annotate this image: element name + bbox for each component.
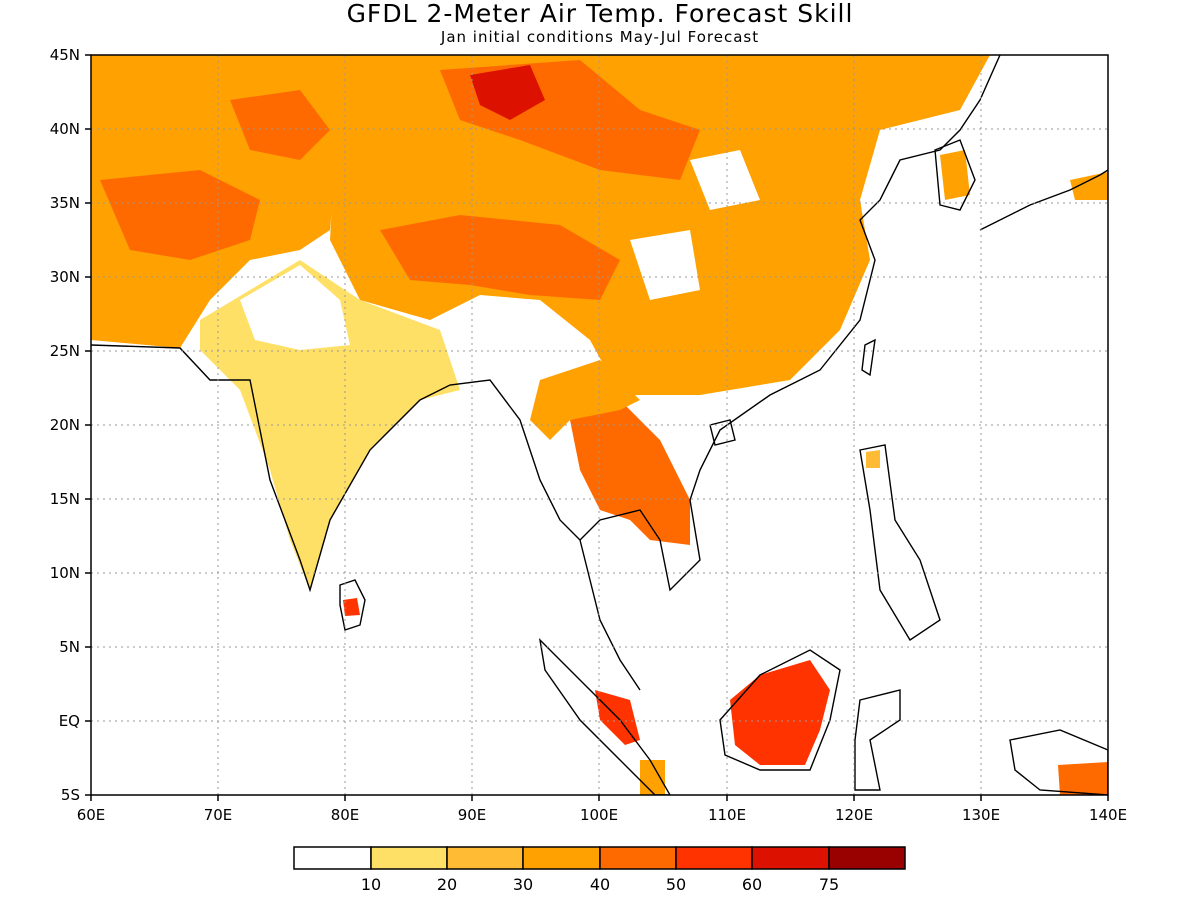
colorbar-label: 40 [590,875,610,894]
coastline-japan [979,169,1108,231]
skill-core-afghanistan [100,170,260,260]
y-tick-label: 15N [50,490,80,508]
x-tick-labels: 60E 70E 80E 90E 100E 110E 120E 130E 140E [77,806,1127,824]
skill-region-new-guinea [1058,762,1108,795]
x-tick-label: 100E [580,806,618,824]
colorbar-label: 10 [361,875,381,894]
colorbar-label: 50 [666,875,686,894]
tick-marks [85,54,1109,801]
colorbar: 10 20 30 40 50 60 75 [293,846,906,894]
skill-region-indochina-edge [530,360,640,440]
skill-core-kyrgyz [230,90,330,160]
coastline-korea [934,139,976,211]
x-tick-label: 60E [77,806,106,824]
skill-region-india [200,260,460,590]
colorbar-swatch [599,846,677,870]
skill-core-tibet [380,215,620,300]
skill-peak-mongolia [470,65,545,120]
skill-shading [91,55,1108,795]
low-skill-patch [690,150,760,210]
x-tick-label: 140E [1089,806,1127,824]
colorbar-swatch [675,846,753,870]
x-tick-label: 90E [458,806,487,824]
skill-region-borneo [730,660,830,765]
colorbar-label: 60 [742,875,762,894]
colorbar-swatch [828,846,906,870]
y-tick-label: 45N [50,46,80,64]
colorbar-label: 20 [437,875,457,894]
skill-spot-srilanka [343,598,360,616]
colorbar-swatch [522,846,601,870]
x-tick-label: 80E [331,806,360,824]
map-title: GFDL 2-Meter Air Temp. Forecast Skill [346,0,854,28]
coastline-srilanka [339,579,366,631]
colorbar-swatch [293,846,372,870]
skill-region-china [330,55,990,395]
y-tick-labels: 5S EQ 5N 10N 15N 20N 25N 30N 35N 40N 45N [50,46,80,804]
skill-region-indochina [570,400,690,545]
colorbar-swatch [446,846,524,870]
y-tick-label: 5N [59,638,80,656]
skill-region-korea [940,150,970,200]
skill-spot-luzon [866,450,880,468]
y-tick-label: 25N [50,342,80,360]
colorbar-swatch [751,846,830,870]
low-skill-patch [630,230,700,300]
map-subtitle: Jan initial conditions May-Jul Forecast [440,28,760,46]
x-tick-label: 110E [708,806,746,824]
x-tick-label: 70E [204,806,233,824]
skill-region-japan [1070,172,1108,200]
coastline-new-guinea [1009,729,1108,795]
colorbar-label: 75 [819,875,839,894]
low-skill-patch [240,265,350,350]
y-tick-label: 40N [50,120,80,138]
colorbar-label: 30 [513,875,533,894]
y-tick-label: 30N [50,268,80,286]
colorbar-swatch [370,846,448,870]
gridlines [91,55,1108,795]
coastline-borneo [719,649,841,771]
coastline-taiwan [861,338,876,377]
coastline-sulawesi [854,689,901,791]
y-tick-label: 5S [61,786,80,804]
coastline-malay-peninsula [579,539,641,691]
coastline-sumatra [538,637,671,795]
coastline-philippines [859,444,941,641]
coastline-south-asia [91,55,1001,593]
coastline-hainan [709,419,736,446]
coastlines [91,55,1108,795]
y-tick-label: 35N [50,194,80,212]
y-tick-label: EQ [59,712,80,730]
x-tick-label: 120E [835,806,873,824]
y-tick-label: 10N [50,564,80,582]
x-tick-label: 130E [962,806,1000,824]
y-tick-label: 20N [50,416,80,434]
